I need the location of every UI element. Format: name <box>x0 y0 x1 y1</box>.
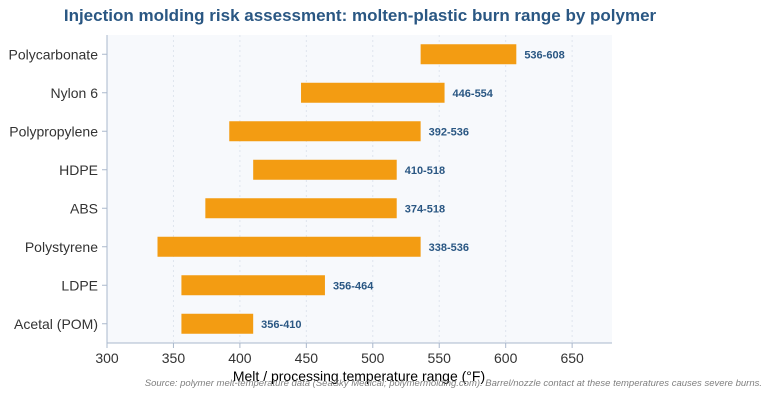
y-tick-label: Polycarbonate <box>8 46 98 62</box>
bar <box>157 236 421 257</box>
chart-title: Injection molding risk assessment: molte… <box>63 6 657 25</box>
x-tick-labels: 300 350 400 450 500 550 600 650 <box>95 343 584 366</box>
bar <box>301 82 445 103</box>
bar <box>181 313 254 334</box>
bar <box>253 159 397 180</box>
data-label: 356-464 <box>333 280 374 292</box>
bars: 536-608 446-554 392-536 410-518 374-518 338-5… <box>157 44 565 334</box>
y-tick-label: LDPE <box>61 277 98 293</box>
y-tick-label: Polypropylene <box>9 123 98 139</box>
data-label: 446-554 <box>453 88 494 100</box>
bar <box>205 198 397 219</box>
x-tick-label: 400 <box>228 350 252 366</box>
y-tick-label: ABS <box>70 200 98 216</box>
bar <box>420 44 517 65</box>
y-tick-label: HDPE <box>59 162 98 178</box>
y-tick-label: Nylon 6 <box>51 85 99 101</box>
x-axis-label: Melt / processing temperature range (°F) <box>233 368 485 384</box>
x-tick-label: 450 <box>295 350 319 366</box>
y-tick-labels: Polycarbonate Nylon 6 Polypropylene HDPE ABS… <box>8 46 107 332</box>
y-tick-label: Polystyrene <box>25 239 98 255</box>
source-note: Source: polymer melt-temperature data (S… <box>144 378 762 389</box>
y-tick-label: Acetal (POM) <box>14 316 98 332</box>
data-label: 338-536 <box>429 242 469 254</box>
x-tick-label: 650 <box>560 350 584 366</box>
x-tick-label: 600 <box>494 350 518 366</box>
data-label: 536-608 <box>524 49 564 61</box>
data-label: 356-410 <box>261 319 301 331</box>
data-label: 410-518 <box>405 165 445 177</box>
bar <box>229 121 421 142</box>
bar <box>181 275 325 296</box>
x-tick-label: 550 <box>428 350 452 366</box>
x-tick-label: 500 <box>361 350 385 366</box>
x-tick-label: 350 <box>162 350 186 366</box>
plot-area <box>107 35 612 343</box>
x-tick-label: 300 <box>95 350 119 366</box>
data-label: 374-518 <box>405 203 445 215</box>
data-label: 392-536 <box>429 126 469 138</box>
